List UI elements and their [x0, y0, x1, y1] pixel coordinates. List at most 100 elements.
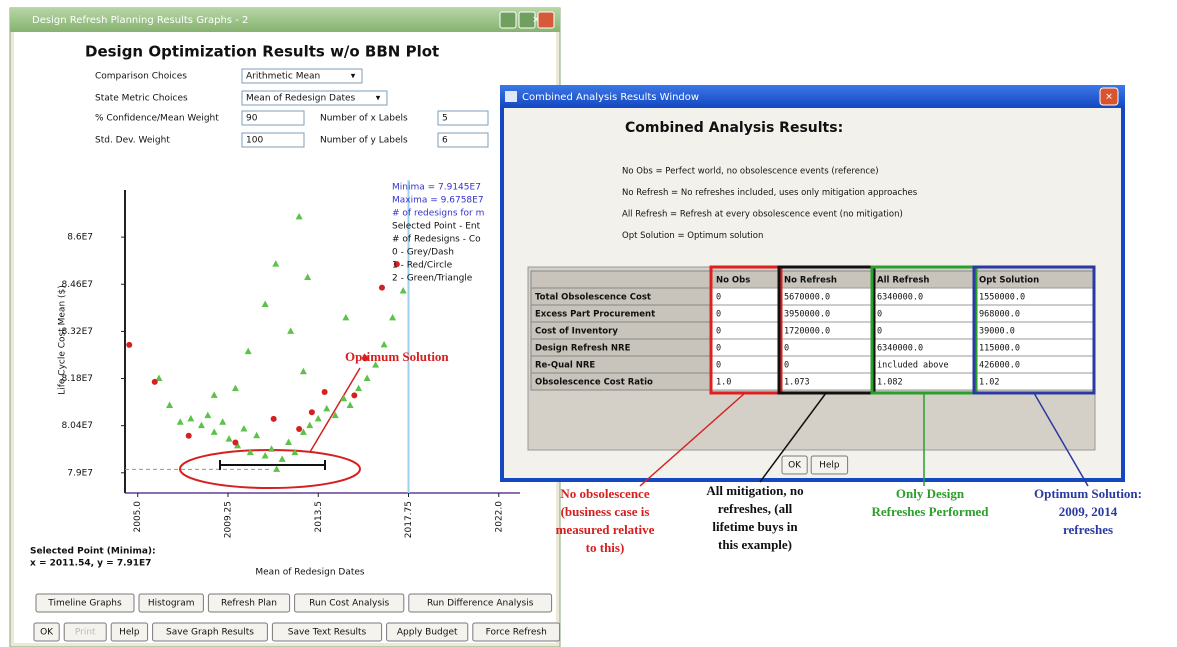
callout-leader [759, 392, 827, 483]
legend-line: 2 - Green/Triangle [392, 274, 473, 284]
button[interactable] [472, 622, 561, 642]
y-tick-label: 7.9E7 [67, 468, 93, 478]
table-cell [711, 304, 781, 323]
point [234, 441, 242, 449]
table-cell-text: 39000.0 [979, 327, 1015, 337]
definition: All Refresh = Refresh at every obsolesce… [622, 210, 903, 220]
button[interactable] [781, 455, 808, 475]
legend-line: # of redesigns for m [392, 209, 484, 219]
minimize-button[interactable] [499, 11, 517, 29]
button[interactable] [152, 622, 268, 642]
callout-leader [639, 392, 746, 487]
text-input[interactable] [437, 110, 489, 126]
table-cell-text: 1720000.0 [784, 327, 830, 337]
point [351, 392, 358, 399]
point [323, 404, 331, 412]
select[interactable] [241, 68, 363, 84]
callout-text: measured relative [556, 522, 655, 537]
button[interactable] [810, 455, 849, 475]
y-tick-label: 8.18E7 [62, 374, 93, 384]
button-label: Timeline Graphs [47, 599, 122, 609]
point [372, 361, 380, 368]
point [393, 261, 400, 268]
point [321, 389, 328, 395]
point [304, 273, 312, 281]
point [363, 374, 371, 382]
table-cell-text: 1550000.0 [979, 293, 1025, 303]
table-cell [779, 338, 874, 357]
control-label: Number of x Labels [320, 114, 408, 124]
close-button[interactable] [537, 11, 555, 29]
callout-text: lifetime buys in [712, 519, 798, 534]
highlight-box [777, 265, 876, 395]
legend-line: Selected Point - Ent [392, 222, 481, 232]
button[interactable] [408, 593, 553, 613]
point [176, 418, 184, 425]
legend-line: 0 - Grey/Dash [392, 248, 454, 258]
button[interactable] [386, 622, 469, 642]
point [296, 426, 303, 433]
point [389, 313, 397, 321]
table-cell [872, 321, 976, 340]
button[interactable] [110, 622, 149, 642]
point [399, 287, 407, 294]
control-label: State Metric Choices [95, 94, 188, 104]
close-button[interactable] [1099, 87, 1119, 106]
table-cell [872, 304, 976, 323]
x-tick-label: 2017.75 [404, 501, 414, 538]
table-cell-text: 1.02 [979, 378, 999, 388]
button-label: Apply Budget [397, 628, 458, 638]
text-input[interactable] [241, 132, 305, 148]
button-label: OK [40, 628, 54, 638]
control-label: Number of y Labels [320, 136, 408, 146]
x-tick-label: 2022.0 [494, 501, 504, 533]
point [378, 284, 385, 291]
button[interactable] [63, 622, 107, 642]
column-header: All Refresh [877, 276, 929, 286]
callout-text: 2009, 2014 [1059, 504, 1118, 519]
row-label: Total Obsolescence Cost [535, 293, 651, 303]
table-cell-text: 1.073 [784, 378, 810, 388]
point [151, 378, 158, 385]
selected-point: x = 2011.54, y = 7.91E7 [30, 559, 151, 569]
close-glyph: ✕ [532, 16, 540, 26]
button[interactable] [294, 593, 405, 613]
button-label: Run Cost Analysis [309, 599, 389, 609]
button-label: Help [819, 461, 840, 471]
row-label: Design Refresh NRE [535, 344, 631, 354]
point [225, 435, 233, 442]
heading: Combined Analysis Results: [625, 120, 843, 136]
point [272, 260, 280, 267]
column-header: Opt Solution [979, 276, 1039, 286]
point [197, 421, 205, 429]
button[interactable] [35, 593, 135, 613]
table-cell [711, 355, 781, 374]
button[interactable] [207, 593, 291, 613]
definition: Opt Solution = Optimum solution [622, 231, 763, 241]
header-cell [530, 270, 713, 289]
text-input[interactable] [437, 132, 489, 148]
window-icon [505, 91, 517, 102]
button[interactable] [138, 593, 204, 613]
y-tick-label: 8.6E7 [67, 233, 93, 243]
right-content: Combined Analysis Results Window Combined… [522, 92, 1096, 475]
row-label: Obsolescence Cost Ratio [535, 378, 653, 388]
table-cell [711, 321, 781, 340]
point [232, 439, 239, 446]
callout-text: to this) [586, 540, 625, 555]
text-input[interactable] [241, 110, 305, 126]
select[interactable] [241, 90, 388, 106]
table-cell-text: 426000.0 [979, 361, 1020, 371]
button-label: Save Graph Results [166, 628, 254, 638]
control-label: Comparison Choices [95, 72, 187, 82]
point [355, 384, 363, 392]
point [187, 414, 195, 422]
button[interactable] [33, 622, 60, 642]
y-tick-label: 8.04E7 [62, 421, 93, 431]
button[interactable] [271, 622, 383, 642]
maximize-button[interactable] [518, 11, 536, 29]
table-cell-text: 0 [716, 361, 721, 371]
table-cell-text: 0 [716, 293, 721, 303]
